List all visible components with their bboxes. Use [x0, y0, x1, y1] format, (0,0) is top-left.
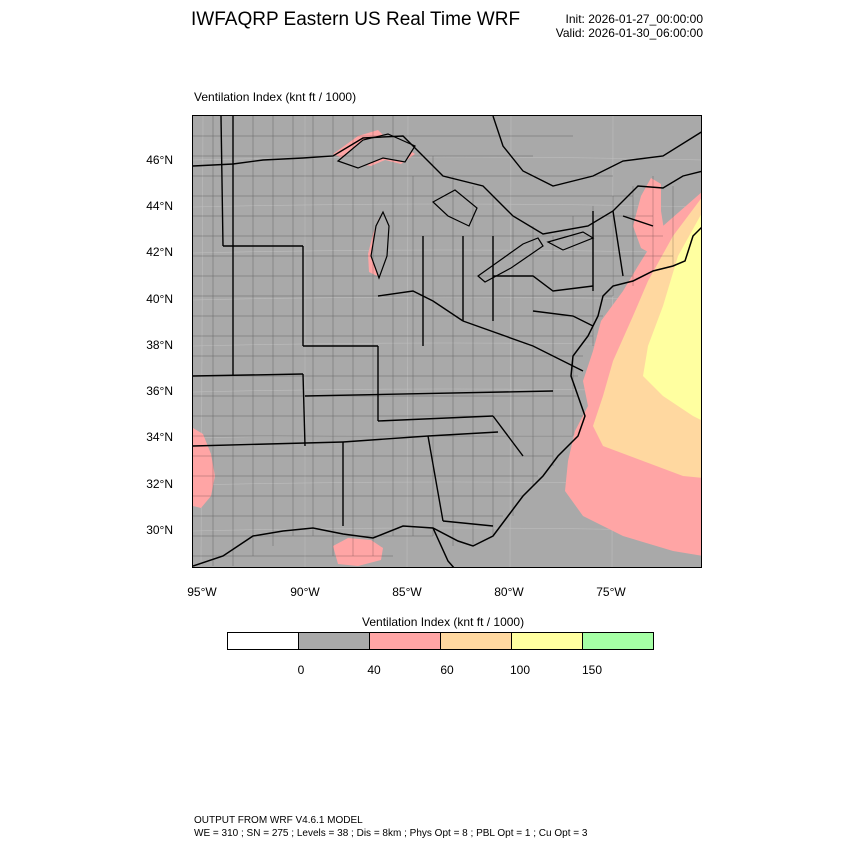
legend-box-yellow — [511, 632, 583, 650]
texas-pink — [193, 428, 215, 508]
atlantic-yellow — [643, 214, 701, 420]
lat-label-30n: 30°N — [146, 523, 173, 537]
legend-box-white — [227, 632, 299, 650]
lat-label-42n: 42°N — [146, 245, 173, 259]
great-lakes — [336, 133, 595, 283]
legend-tick-0: 0 — [297, 663, 305, 677]
model-info-line1: OUTPUT FROM WRF V4.6.1 MODEL — [194, 815, 363, 826]
model-info-line2: WE = 310 ; SN = 275 ; Levels = 38 ; Dis … — [194, 828, 588, 839]
legend-tick-40: 40 — [367, 663, 381, 677]
lat-label-40n: 40°N — [146, 292, 173, 306]
map-panel — [192, 115, 702, 568]
lon-label-90w: 90°W — [290, 585, 320, 599]
legend-title: Ventilation Index (knt ft / 1000) — [362, 615, 525, 629]
gulf-pink — [333, 538, 383, 566]
lon-label-85w: 85°W — [392, 585, 422, 599]
county-lines — [193, 116, 674, 566]
lat-label-46n: 46°N — [146, 153, 173, 167]
legend-tick-60: 60 — [440, 663, 454, 677]
lat-label-44n: 44°N — [146, 199, 173, 213]
legend-box-orange — [440, 632, 512, 650]
lat-label-32n: 32°N — [146, 477, 173, 491]
legend-tick-150: 150 — [581, 663, 603, 677]
legend-box-gray — [298, 632, 370, 650]
legend-tick-100: 100 — [509, 663, 531, 677]
color-legend-bar — [227, 632, 654, 650]
valid-time-label: Valid: 2026-01-30_06:00:00 — [555, 26, 703, 40]
map-field-title: Ventilation Index (knt ft / 1000) — [194, 90, 357, 104]
lon-label-95w: 95°W — [187, 585, 217, 599]
lat-label-36n: 36°N — [146, 384, 173, 398]
map-canvas — [193, 116, 701, 567]
lon-label-80w: 80°W — [494, 585, 524, 599]
lat-label-38n: 38°N — [146, 338, 173, 352]
legend-box-green — [582, 632, 654, 650]
init-time-label: Init: 2026-01-27_00:00:00 — [565, 12, 703, 26]
atlantic-orange — [593, 198, 701, 478]
lat-label-34n: 34°N — [146, 430, 173, 444]
legend-box-pink — [369, 632, 441, 650]
page-title: IWFAQRP Eastern US Real Time WRF — [191, 9, 521, 30]
lon-label-75w: 75°W — [596, 585, 626, 599]
new-england-pink — [633, 178, 665, 256]
